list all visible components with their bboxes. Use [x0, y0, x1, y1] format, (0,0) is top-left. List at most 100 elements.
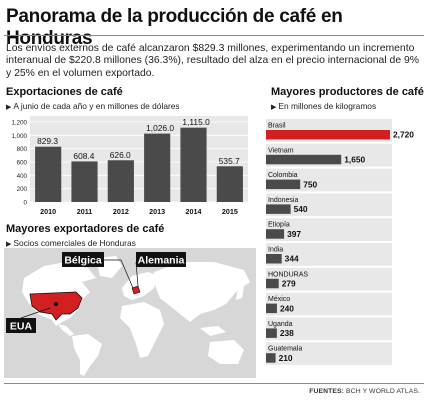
- data-label: 750: [303, 179, 317, 189]
- bar: [266, 278, 279, 289]
- category-label: Colombia: [268, 172, 298, 179]
- bar: [266, 254, 282, 264]
- data-label: 210: [279, 353, 293, 363]
- bar: [216, 166, 243, 202]
- data-label: 1,115.0: [182, 117, 210, 127]
- bar: [180, 127, 207, 202]
- producers-subtitle-text: En millones de kilogramos: [278, 101, 377, 111]
- bar: [266, 154, 342, 165]
- bar: [266, 179, 301, 190]
- data-label: 608.4: [73, 151, 94, 161]
- x-tick-label: 2011: [77, 207, 93, 216]
- leader-line-alemania: [135, 261, 139, 287]
- x-tick-label: 2015: [222, 207, 238, 216]
- source-label: FUENTES:: [309, 388, 345, 395]
- x-tick-label: 2014: [186, 207, 202, 216]
- y-tick-label: 1,000: [12, 133, 28, 140]
- label-eua-text: EUA: [10, 321, 33, 333]
- label-eua: EUA: [6, 318, 36, 333]
- exports-bar-chart: 0 200 400 600 800 1,000 1,200 829.3 2010 608.4 201…: [12, 116, 248, 216]
- usa-marker: [53, 301, 59, 307]
- page-title: Panorama de la producción de café en Hon…: [6, 6, 343, 49]
- bar: [35, 146, 62, 202]
- category-label: Guatemala: [268, 346, 302, 353]
- asia-shape: [154, 262, 250, 322]
- data-label: 829.3: [37, 136, 58, 146]
- x-tick-label: 2012: [113, 207, 129, 216]
- producers-bar-chart: Brasil 2,720 Vietnam 1,650 Colombia 750 Indone…: [266, 119, 414, 365]
- title-divider: [4, 35, 424, 36]
- central-america-shape: [58, 324, 74, 336]
- triangle-bullet-icon: ▶: [6, 104, 12, 111]
- data-label: 397: [287, 229, 301, 239]
- bar: [266, 328, 277, 338]
- map-subtitle-text: Socios comerciales de Honduras: [13, 238, 136, 248]
- bar: [266, 353, 276, 363]
- leader-line-belgica-down: [120, 259, 134, 289]
- exports-subtitle: ▶ A junio de cada año y en millones de dó…: [6, 101, 180, 111]
- bar: [266, 204, 291, 214]
- leader-line-eua: [20, 307, 51, 319]
- producers-subtitle: ▶ En millones de kilogramos: [271, 101, 376, 111]
- y-tick-label: 400: [17, 173, 28, 180]
- japan-shape: [236, 286, 244, 300]
- data-label: 1,650: [344, 155, 365, 165]
- bar: [71, 161, 98, 202]
- label-belgica-text: Bélgica: [64, 255, 102, 267]
- row-background: [266, 243, 392, 266]
- data-label: 626.0: [110, 150, 131, 160]
- row-background: [266, 193, 392, 217]
- data-label: 2,720: [393, 130, 414, 140]
- label-alemania-text: Alemania: [138, 255, 185, 267]
- plot-background: [30, 116, 248, 202]
- triangle-bullet-icon: ▶: [271, 104, 277, 111]
- category-label: Uganda: [268, 321, 293, 328]
- category-label: HONDURAS: [268, 271, 308, 278]
- world-map: Bélgica Alemania EUA: [4, 248, 256, 378]
- row-background: [266, 317, 392, 341]
- bar: [266, 130, 390, 140]
- row-background: [266, 292, 392, 316]
- y-tick-label: 600: [17, 160, 28, 167]
- label-belgica: Bélgica: [62, 252, 104, 267]
- exports-subtitle-text: A junio de cada año y en millones de dól…: [13, 101, 180, 111]
- x-tick-label: 2010: [40, 207, 56, 216]
- category-label: India: [268, 247, 283, 254]
- europe-shape: [122, 272, 160, 300]
- category-label: Etiopía: [268, 222, 290, 229]
- source-divider: [4, 383, 424, 384]
- y-tick-label: 200: [17, 186, 28, 193]
- data-label: 279: [282, 279, 296, 289]
- map-subtitle: ▶ Socios comerciales de Honduras: [6, 238, 136, 248]
- row-background: [266, 267, 392, 291]
- bar: [266, 303, 277, 314]
- row-background: [266, 342, 392, 365]
- source-note: FUENTES: BCH Y WORLD ATLAS.: [309, 388, 420, 395]
- africa-shape: [120, 302, 164, 358]
- source-text: BCH Y WORLD ATLAS.: [346, 388, 420, 395]
- category-label: México: [268, 296, 290, 303]
- row-background: [266, 218, 392, 241]
- data-label: 1,026.0: [146, 123, 174, 133]
- bar: [107, 160, 134, 202]
- data-label: 240: [280, 303, 294, 313]
- y-tick-label: 1,200: [12, 120, 28, 127]
- y-tick-label: 800: [17, 146, 28, 153]
- category-label: Indonesia: [268, 197, 298, 204]
- belgium-germany-shape: [131, 285, 141, 295]
- data-label: 344: [285, 254, 299, 264]
- producers-title: Mayores productores de café: [271, 86, 424, 98]
- data-label: 540: [294, 204, 308, 214]
- exports-title: Exportaciones de café: [6, 86, 123, 98]
- bar: [266, 229, 285, 239]
- indonesia-shape: [200, 326, 226, 336]
- australia-shape: [208, 340, 244, 364]
- intro-paragraph: Los envíos externos de café alcanzaron $…: [6, 43, 419, 79]
- data-label: 535.7: [219, 156, 240, 166]
- data-label: 238: [280, 328, 294, 338]
- y-tick-label: 0: [24, 200, 28, 207]
- bar: [144, 133, 171, 202]
- category-label: Vietnam: [268, 147, 294, 154]
- triangle-bullet-icon: ▶: [6, 241, 12, 248]
- x-tick-label: 2013: [149, 207, 165, 216]
